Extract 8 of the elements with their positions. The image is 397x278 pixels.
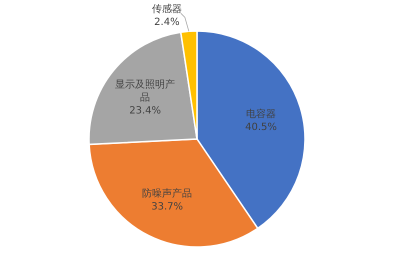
data-label: 40.5% <box>245 122 277 133</box>
slice-label: 防噪声产品 <box>142 187 192 200</box>
slice-label: 显示及照明产品 <box>115 78 176 104</box>
data-label: 33.7% <box>151 201 184 212</box>
slice-label: 电容器 <box>246 108 276 120</box>
slice-label: 传感器 <box>152 3 182 15</box>
data-label: 23.4% <box>129 106 162 117</box>
data-label: 2.4% <box>154 17 180 28</box>
